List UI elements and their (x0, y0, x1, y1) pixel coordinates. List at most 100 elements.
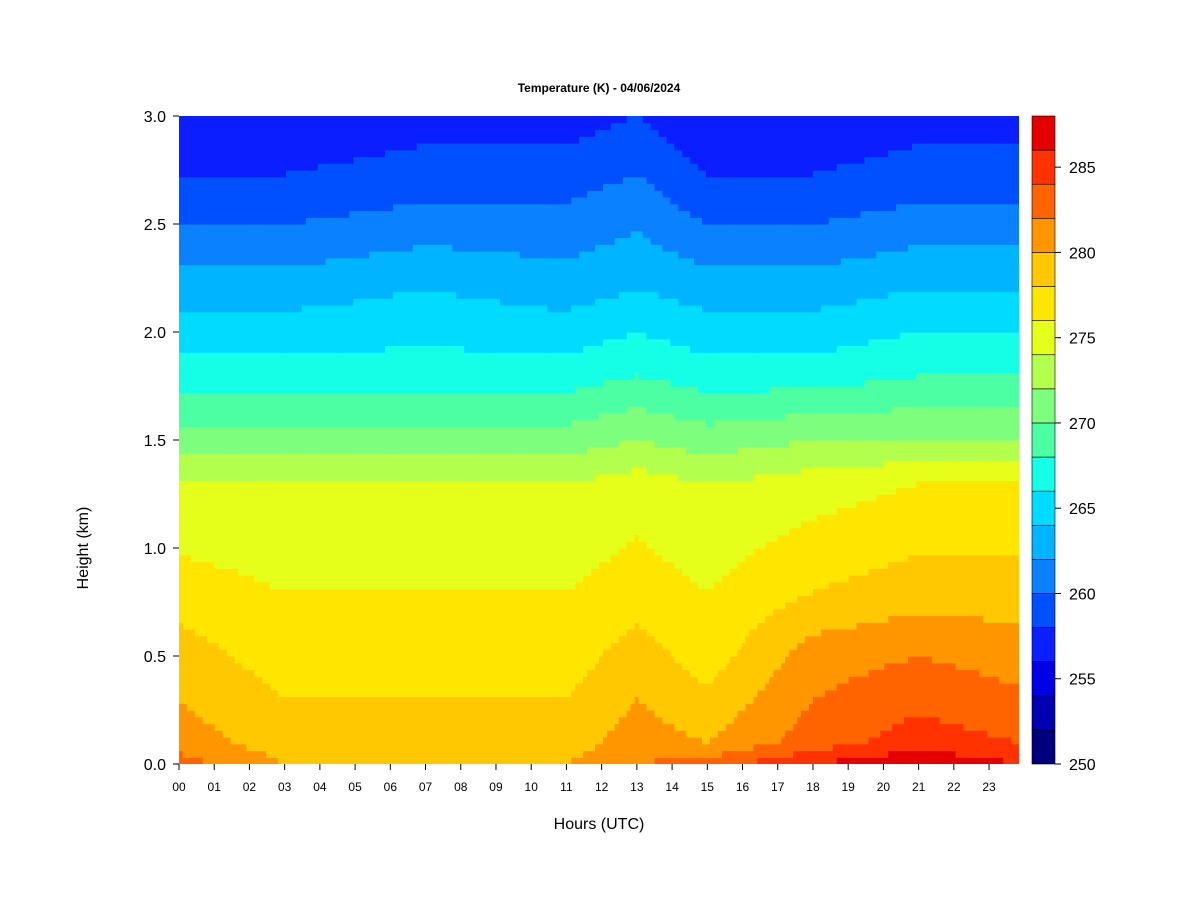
heatmap-cell (194, 183, 200, 191)
heatmap-cell (198, 440, 204, 448)
heatmap-cell (309, 203, 315, 212)
heatmap-cell (206, 163, 212, 171)
heatmap-cell (309, 278, 315, 286)
heatmap-cell (313, 365, 319, 374)
heatmap-cell (349, 318, 354, 326)
heatmap-cell (226, 561, 232, 569)
heatmap-cell (329, 433, 335, 441)
heatmap-cell (194, 662, 200, 671)
heatmap-cell (258, 149, 263, 158)
heatmap-cell (242, 278, 247, 286)
heatmap-cell (190, 480, 196, 488)
heatmap-cell (337, 149, 343, 158)
heatmap-cell (289, 359, 295, 367)
heatmap-cell (282, 406, 287, 414)
heatmap-cell (210, 588, 216, 596)
heatmap-cell (305, 163, 311, 171)
heatmap-cell (206, 318, 212, 326)
heatmap-cell (361, 372, 366, 380)
heatmap-cell (258, 750, 263, 758)
heatmap-cell (325, 453, 331, 461)
heatmap-cell (206, 460, 212, 468)
heatmap-cell (325, 399, 331, 407)
heatmap-cell (337, 325, 343, 333)
heatmap-cell (179, 460, 184, 468)
heatmap-cell (357, 723, 362, 731)
heatmap-cell (282, 136, 287, 144)
heatmap-cell (262, 176, 267, 185)
heatmap-cell (246, 426, 251, 434)
heatmap-cell (226, 656, 232, 664)
heatmap-cell (266, 595, 271, 603)
heatmap-cell (198, 149, 204, 158)
heatmap-cell (349, 642, 354, 650)
heatmap-cell (377, 730, 382, 738)
heatmap-cell (278, 433, 283, 441)
heatmap-cell (297, 460, 303, 468)
heatmap-cell (206, 264, 212, 272)
heatmap-cell (202, 203, 208, 212)
heatmap-cell (250, 595, 255, 603)
heatmap-cell (210, 332, 216, 340)
heatmap-cell (179, 311, 184, 320)
heatmap-cell (194, 244, 200, 252)
heatmap-cell (313, 615, 319, 623)
heatmap-cell (270, 467, 275, 475)
heatmap-cell (198, 730, 204, 738)
heatmap-cell (190, 305, 196, 313)
heatmap-cell (254, 622, 259, 630)
heatmap-cell (206, 325, 212, 333)
heatmap-cell (214, 676, 220, 684)
heatmap-cell (222, 332, 228, 340)
heatmap-cell (313, 426, 319, 434)
heatmap-cell (258, 649, 263, 657)
heatmap-cell (246, 156, 251, 164)
heatmap-cell (317, 237, 323, 245)
heatmap-cell (289, 696, 295, 704)
heatmap-cell (365, 278, 370, 286)
heatmap-cell (242, 257, 247, 266)
heatmap-cell (301, 345, 307, 353)
heatmap-cell (278, 730, 283, 738)
heatmap-cell (309, 730, 315, 738)
heatmap-cell (266, 460, 271, 468)
heatmap-cell (345, 514, 350, 522)
heatmap-cell (297, 575, 303, 583)
heatmap-cell (345, 629, 350, 637)
heatmap-cell (369, 237, 374, 245)
heatmap-cell (270, 723, 275, 731)
heatmap-cell (250, 737, 255, 745)
heatmap-cell (274, 237, 279, 245)
heatmap-cell (282, 230, 287, 239)
heatmap-cell (262, 406, 267, 414)
heatmap-cell (297, 419, 303, 428)
heatmap-cell (258, 136, 263, 144)
heatmap-cell (250, 352, 255, 360)
heatmap-cell (210, 352, 216, 360)
heatmap-cell (278, 311, 283, 320)
heatmap-cell (206, 622, 212, 630)
heatmap-cell (365, 318, 370, 326)
heatmap-cell (179, 561, 184, 569)
heatmap-cell (234, 197, 240, 205)
heatmap-cell (182, 723, 188, 731)
heatmap-cell (337, 635, 343, 644)
heatmap-cell (270, 399, 275, 407)
heatmap-cell (266, 480, 271, 488)
heatmap-cell (186, 143, 192, 151)
heatmap-cell (285, 500, 291, 509)
heatmap-cell (198, 197, 204, 205)
heatmap-cell (313, 203, 319, 212)
heatmap-cell (254, 190, 259, 198)
heatmap-cell (278, 716, 283, 725)
heatmap-cell (210, 278, 216, 286)
heatmap-cell (198, 352, 204, 360)
heatmap-cell (297, 554, 303, 563)
heatmap-cell (293, 325, 299, 333)
heatmap-cell (238, 548, 243, 556)
heatmap-cell (254, 413, 259, 421)
heatmap-cell (349, 683, 354, 691)
heatmap-cell (202, 649, 208, 657)
heatmap-cell (325, 251, 331, 259)
heatmap-cell (325, 710, 331, 718)
